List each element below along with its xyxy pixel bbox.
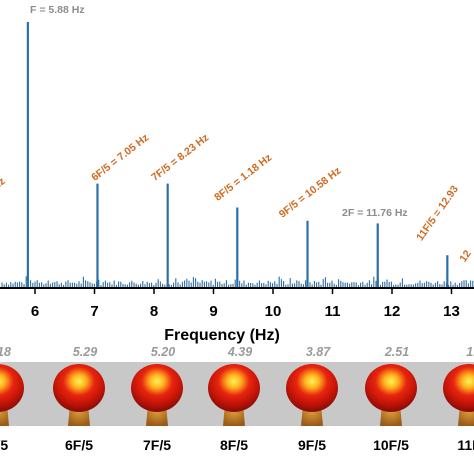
topography-value: 4.39	[227, 345, 252, 359]
x-axis-title: Frequency (Hz)	[164, 327, 280, 344]
topography-label: 10F/5	[373, 437, 409, 453]
topography-map: 2.51 10F/5	[365, 345, 417, 453]
x-tick-label: 10	[265, 303, 282, 320]
peak-label: 11F/5 = 12.93	[414, 183, 461, 243]
topography-maps: 18 F/5 5.29 6F/5 5.20 7F/5 4.39 8F/5 3.87 9F/5 2.5…	[0, 345, 474, 453]
topography-label: F/5	[0, 437, 8, 453]
topography-value: 1.9	[466, 345, 474, 359]
topography-map: 1.9 11F	[443, 345, 474, 453]
head-heatmap	[286, 364, 338, 412]
peak-label: 12	[457, 248, 474, 265]
peak-label: 6F/5 = 7.05 Hz	[89, 132, 151, 184]
head-heatmap	[131, 364, 183, 412]
head-heatmap	[53, 364, 105, 412]
topography-value: 3.87	[306, 345, 331, 359]
x-tick-label: 11	[325, 303, 341, 320]
topography-value: 5.20	[151, 345, 175, 359]
peak-label: F = 5.88 Hz	[30, 4, 85, 16]
x-tick-label: 13	[443, 303, 460, 320]
x-tick-label: 9	[209, 303, 217, 320]
x-tick-label: 8	[150, 303, 158, 320]
topography-map: 5.20 7F/5	[131, 345, 183, 453]
topography-map: 5.29 6F/5	[53, 345, 105, 453]
topography-panel: 18 F/5 5.29 6F/5 5.20 7F/5 4.39 8F/5 3.87 9F/5 2.5…	[0, 345, 474, 453]
topography-map: 18 F/5	[0, 345, 24, 453]
topography-value: 18	[0, 345, 11, 359]
peak-label: 2F = 11.76 Hz	[342, 207, 408, 219]
peak-label: /0 Hz	[0, 175, 8, 200]
x-axis-ticks: 67891011121314	[31, 288, 460, 320]
noise-floor-trace	[1, 276, 474, 287]
topography-label: 9F/5	[298, 437, 326, 453]
topography-map: 4.39 8F/5	[208, 345, 260, 453]
head-heatmap	[0, 364, 24, 412]
x-tick-label: 7	[90, 303, 98, 320]
head-heatmap	[208, 364, 260, 412]
topography-value: 2.51	[384, 345, 409, 359]
topography-label: 7F/5	[143, 437, 171, 453]
topography-label: 11F	[457, 437, 474, 453]
peak-lines	[26, 22, 449, 287]
topography-label: 8F/5	[220, 437, 248, 453]
topography-map: 3.87 9F/5	[286, 345, 338, 453]
head-heatmap	[443, 364, 474, 412]
head-heatmap	[365, 364, 417, 412]
noise-floor	[1, 276, 474, 287]
peak-label: 8F/5 = 1.18 Hz	[212, 152, 274, 204]
peak-label: 7F/5 = 8.23 Hz	[149, 132, 211, 184]
topography-label: 6F/5	[65, 437, 93, 453]
peak-label: 9F/5 = 10.58 Hz	[277, 165, 344, 221]
topography-value: 5.29	[73, 345, 97, 359]
x-tick-label: 12	[384, 303, 401, 320]
x-tick-label: 6	[31, 303, 39, 320]
